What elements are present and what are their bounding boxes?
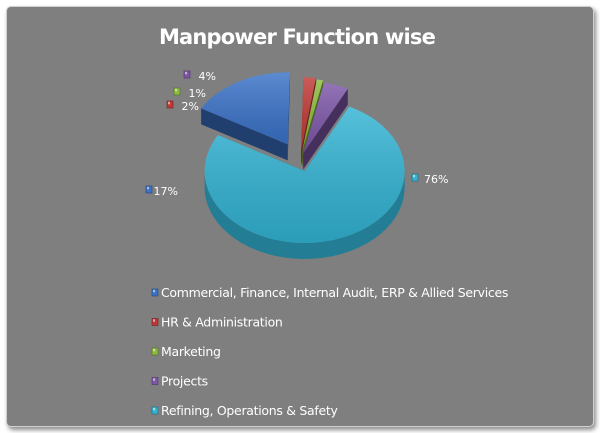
slice-highlight [204, 106, 405, 244]
legend-swatch [151, 406, 159, 415]
legend: Commercial, Finance, Internal Audit, ERP… [151, 285, 508, 418]
pie-slices [201, 72, 405, 260]
legend-item: HR & Administration [161, 315, 283, 330]
data-label: 2% [182, 100, 199, 113]
legend-swatch [151, 318, 159, 326]
data-label: 4% [199, 70, 216, 83]
legend-item: Projects [161, 374, 208, 389]
legend-item: Marketing [161, 344, 221, 359]
legend-item: Commercial, Finance, Internal Audit, ERP… [161, 285, 508, 300]
slice-side [204, 171, 405, 260]
legend-swatch [151, 347, 159, 356]
legend-item: Refining, Operations & Safety [161, 403, 338, 418]
slice-highlight [302, 79, 324, 151]
slice-highlight [301, 77, 316, 150]
data-label-marker [145, 185, 153, 194]
data-labels: 17% 2%1% 4% 76% [145, 70, 448, 198]
data-label-marker [173, 87, 181, 96]
slice-highlight [201, 72, 290, 145]
legend-swatch [151, 288, 159, 297]
data-label-marker [166, 100, 174, 109]
data-label: 76% [424, 173, 448, 186]
legend-swatch [151, 377, 159, 385]
data-label-marker [411, 173, 419, 182]
data-label-marker [183, 70, 191, 79]
chart-title: Manpower Function wise [159, 25, 436, 49]
slice-wall [303, 88, 348, 170]
data-label: 1% [189, 87, 206, 100]
slice-highlight [303, 82, 348, 154]
slice-wall [201, 108, 288, 161]
data-label: 17% [154, 185, 178, 198]
slice-wall [287, 72, 290, 161]
